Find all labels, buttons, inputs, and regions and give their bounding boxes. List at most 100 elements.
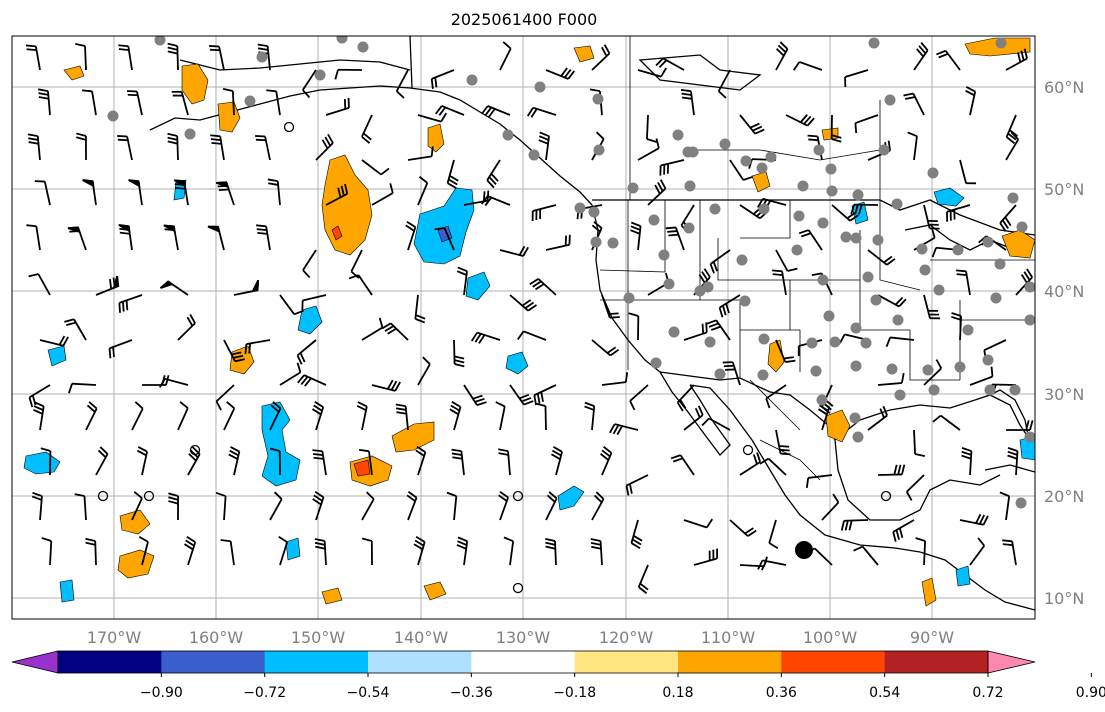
wind-barb: [207, 225, 225, 251]
station-marker: [756, 162, 768, 174]
longitude-label: 90°W: [910, 628, 954, 647]
contour-blue: [557, 485, 585, 511]
wind-barb: [159, 280, 189, 296]
colorbar-segment: [264, 651, 369, 673]
wind-barb: [312, 449, 327, 476]
contour-orange: [921, 577, 937, 607]
wind-barb: [739, 452, 761, 476]
wind-barb: [27, 133, 41, 161]
station-marker: [672, 129, 684, 141]
wind-barb: [296, 339, 317, 365]
wind-barb: [297, 374, 327, 387]
station-marker: [714, 368, 726, 380]
wind-barb: [495, 401, 506, 431]
contour-blue: [285, 537, 301, 561]
wind-barb: [381, 322, 409, 341]
wind-barb: [74, 493, 87, 521]
station-marker-open: [512, 490, 524, 502]
wind-barb: [959, 513, 989, 526]
wind-barb: [118, 224, 133, 251]
station-marker: [823, 310, 835, 322]
wind-barb: [361, 114, 373, 144]
mexico-west-coast: [689, 384, 921, 553]
station-marker: [852, 189, 864, 201]
station-marker: [850, 232, 862, 244]
wind-barb: [256, 224, 271, 251]
wind-barb: [417, 356, 431, 386]
wind-barb: [184, 535, 197, 566]
canada-inner: [638, 54, 762, 91]
wind-barb: [969, 537, 986, 566]
wind-barb: [361, 317, 384, 341]
wind-barb: [545, 537, 557, 566]
wind-barb: [39, 335, 69, 347]
wind-barb: [1005, 420, 1034, 431]
station-marker: [648, 214, 660, 226]
colorbar-tick-label: 0.90: [1076, 685, 1105, 701]
station-marker: [740, 155, 752, 167]
central-america: [919, 551, 1035, 611]
wind-barb: [951, 312, 963, 341]
wind-barb: [395, 403, 409, 431]
station-marker: [687, 146, 699, 158]
station-marker: [870, 294, 882, 306]
wind-barb: [915, 537, 927, 566]
wind-barb: [413, 536, 426, 566]
wind-barb: [266, 89, 281, 116]
colorbar-outline: [57, 650, 989, 674]
wind-barb: [34, 180, 51, 206]
wind-barb: [768, 519, 779, 550]
station-marker: [1016, 221, 1028, 233]
wind-barb: [348, 274, 373, 296]
station-marker: [757, 369, 769, 381]
wind-barb: [655, 57, 685, 71]
wind-barb: [131, 401, 144, 431]
station-marker: [840, 231, 852, 243]
wind-barb: [361, 537, 373, 566]
latitude-labels: 60°N 50°N 40°N 30°N 20°N 10°N: [1044, 78, 1084, 608]
wind-barb: [1007, 447, 1019, 476]
colorbar-segment: [58, 651, 162, 673]
wind-barb: [117, 135, 133, 161]
map-border: [11, 35, 1036, 620]
station-marker: [534, 81, 546, 93]
wind-barb: [395, 69, 409, 99]
wind-barb: [630, 519, 643, 549]
station-marker: [623, 292, 635, 304]
wind-barb: [759, 457, 787, 476]
wind-barb: [177, 401, 189, 431]
wind-barb: [821, 493, 840, 521]
station-marker: [466, 74, 478, 86]
station-markers: [97, 36, 1035, 594]
wind-barb: [334, 68, 363, 80]
wind-barb: [159, 377, 189, 388]
wind-barb: [173, 179, 189, 206]
station-marker: [916, 243, 928, 255]
wind-barb: [775, 41, 789, 71]
wind-barb: [526, 106, 557, 118]
station-marker: [593, 144, 605, 156]
station-marker: [850, 360, 862, 372]
station-marker-open: [189, 444, 201, 456]
station-marker-open: [512, 582, 524, 594]
wind-barb: [417, 176, 429, 206]
colorbar-segment: [574, 651, 679, 673]
wind-barb: [82, 89, 97, 116]
wind-barb: [854, 114, 879, 134]
wind-barb: [177, 314, 196, 341]
wind-barb: [785, 114, 815, 127]
wind-barb: [356, 401, 368, 431]
wind-barb: [877, 372, 905, 386]
contour-blue: [933, 187, 965, 207]
wind-barb: [446, 159, 459, 189]
station-marker: [982, 354, 994, 366]
latitude-label: 30°N: [1044, 385, 1084, 404]
wind-barb: [867, 249, 896, 266]
wind-barb: [215, 491, 227, 521]
station-marker: [919, 264, 931, 276]
wind-barb: [545, 491, 558, 521]
wind-barb: [38, 88, 51, 116]
station-marker: [702, 281, 714, 293]
station-marker: [607, 237, 619, 249]
